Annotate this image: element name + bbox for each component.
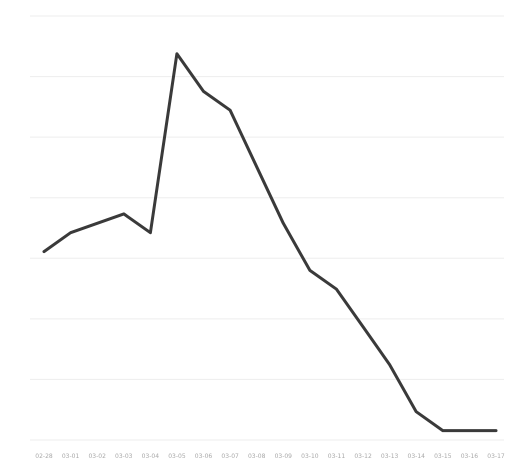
x-tick-label: 03-17 (487, 453, 505, 460)
data-point (468, 429, 471, 432)
x-tick-label: 03-10 (301, 453, 319, 460)
data-point (255, 165, 258, 168)
data-point (202, 90, 205, 93)
x-tick-label: 03-05 (168, 453, 186, 460)
x-tick-label: 03-14 (408, 453, 426, 460)
x-tick-label: 03-03 (115, 453, 133, 460)
data-point (69, 231, 72, 234)
data-point (96, 222, 99, 225)
x-tick-label: 02-28 (35, 453, 53, 460)
x-tick-label: 03-13 (381, 453, 399, 460)
x-tick-label: 03-16 (461, 453, 479, 460)
data-point (122, 212, 125, 215)
data-point (149, 231, 152, 234)
data-point (229, 109, 232, 112)
data-point (494, 429, 497, 432)
x-tick-label: 03-08 (248, 453, 266, 460)
x-tick-label: 03-01 (62, 453, 80, 460)
x-tick-label: 03-04 (142, 453, 160, 460)
x-tick-label: 03-15 (434, 453, 452, 460)
x-tick-label: 03-09 (275, 453, 293, 460)
data-point (175, 52, 178, 55)
data-point (42, 250, 45, 253)
x-tick-label: 03-12 (354, 453, 372, 460)
data-point (335, 288, 338, 291)
series-line (42, 52, 498, 433)
data-point (388, 363, 391, 366)
x-tick-label: 03-06 (195, 453, 213, 460)
data-point (441, 429, 444, 432)
x-tick-label: 03-11 (328, 453, 346, 460)
x-tick-label: 03-02 (88, 453, 106, 460)
data-point (415, 410, 418, 413)
data-point (282, 222, 285, 225)
x-tick-label: 03-07 (221, 453, 239, 460)
data-point (361, 325, 364, 328)
data-point (308, 269, 311, 272)
